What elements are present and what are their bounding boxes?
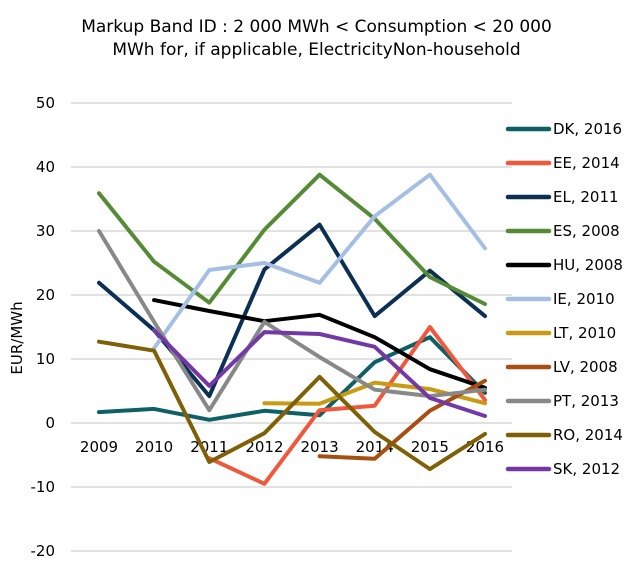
- y-axis-label: EUR/MWh: [8, 301, 26, 374]
- x-axis-ticks: 2009 2010 2011 2012 2013 2014 2015 2016: [80, 438, 504, 456]
- legend-item: EL, 2011: [505, 188, 619, 206]
- series-line: [97, 229, 487, 413]
- series-lines: [97, 172, 487, 486]
- y-tick-label: 50: [36, 94, 55, 112]
- x-tick-label: 2010: [135, 438, 173, 456]
- x-tick-label: 2015: [411, 438, 449, 456]
- x-tick-label: 2012: [245, 438, 283, 456]
- chart-title: Markup Band ID : 2 000 MWh < Consumption…: [0, 16, 633, 62]
- legend-item: ES, 2008: [505, 222, 620, 240]
- series-sk: [152, 328, 487, 418]
- legend-item: IE, 2010: [505, 290, 615, 308]
- legend-item: LT, 2010: [505, 324, 616, 342]
- series-lv: [317, 378, 487, 461]
- legend: DK, 2016 EE, 2014 EL, 2011 ES, 2008 HU, 2008…: [505, 120, 623, 478]
- series-ie: [152, 172, 487, 351]
- x-tick-label: 2009: [80, 438, 118, 456]
- legend-item: HU, 2008: [505, 256, 623, 274]
- series-line: [317, 378, 487, 461]
- series-line: [207, 325, 487, 486]
- legend-label: PT, 2013: [553, 392, 619, 410]
- y-tick-label: -10: [31, 478, 56, 496]
- x-tick-label: 2013: [300, 438, 338, 456]
- x-tick-label: 2016: [466, 438, 504, 456]
- series-line: [152, 172, 487, 351]
- legend-label: EL, 2011: [553, 188, 619, 206]
- legend-item: RO, 2014: [505, 426, 623, 444]
- y-tick-label: 40: [36, 158, 55, 176]
- y-tick-label: -20: [31, 542, 56, 560]
- legend-item: EE, 2014: [505, 154, 620, 172]
- legend-label: LT, 2010: [553, 324, 616, 342]
- y-tick-label: 30: [36, 222, 55, 240]
- legend-label: LV, 2008: [553, 358, 618, 376]
- legend-label: IE, 2010: [553, 290, 615, 308]
- legend-item: PT, 2013: [505, 392, 619, 410]
- legend-label: DK, 2016: [553, 120, 622, 138]
- series-ro: [97, 339, 487, 472]
- series-line: [97, 172, 487, 306]
- y-tick-label: 20: [36, 286, 55, 304]
- gridlines: [71, 102, 512, 552]
- chart-title-line-1: Markup Band ID : 2 000 MWh < Consumption…: [81, 17, 552, 37]
- chart-title-line-2: MWh for, if applicable, ElectricityNon-h…: [112, 40, 521, 60]
- series-el: [97, 222, 487, 399]
- legend-label: RO, 2014: [553, 426, 623, 444]
- legend-label: SK, 2012: [553, 460, 620, 478]
- series-line: [97, 222, 487, 399]
- legend-label: EE, 2014: [553, 154, 620, 172]
- legend-label: HU, 2008: [553, 256, 623, 274]
- y-tick-label: 0: [45, 414, 55, 432]
- y-tick-label: 10: [36, 350, 55, 368]
- series-es: [97, 172, 487, 306]
- series-line: [97, 339, 487, 472]
- legend-label: ES, 2008: [553, 222, 620, 240]
- series-pt: [97, 229, 487, 413]
- legend-item: SK, 2012: [505, 460, 620, 478]
- legend-item: DK, 2016: [505, 120, 622, 138]
- legend-item: LV, 2008: [505, 358, 618, 376]
- y-axis-ticks: 50 40 30 20 10 0 -10 -20: [31, 94, 56, 560]
